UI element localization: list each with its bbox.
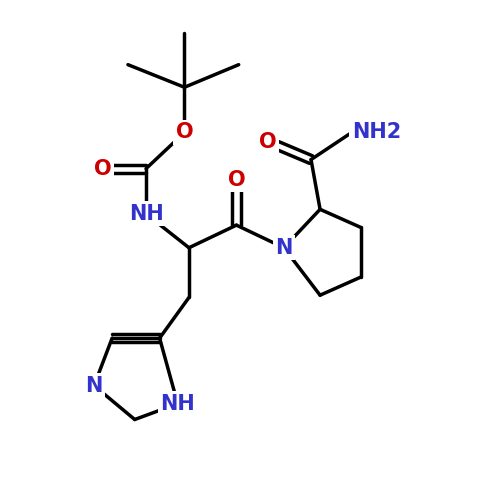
Text: N: N bbox=[275, 238, 292, 258]
Text: O: O bbox=[94, 158, 112, 178]
Text: NH2: NH2 bbox=[352, 122, 401, 142]
Text: O: O bbox=[228, 170, 246, 190]
Text: NH: NH bbox=[160, 394, 195, 413]
Text: O: O bbox=[260, 132, 277, 152]
Text: NH: NH bbox=[128, 204, 164, 224]
Text: N: N bbox=[86, 376, 102, 396]
Text: O: O bbox=[176, 122, 194, 142]
